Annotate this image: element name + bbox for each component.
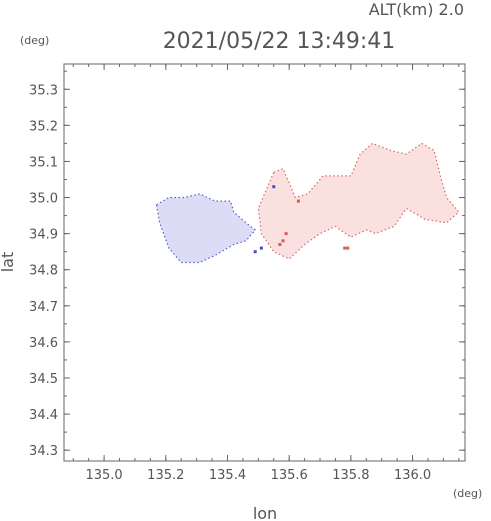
y-tick-label: 35.3 <box>29 83 58 98</box>
y-tick-label: 34.3 <box>29 444 58 459</box>
strong-cell-positive <box>284 232 288 236</box>
y-tick-label: 35.1 <box>29 155 58 170</box>
strong-cell-positive <box>278 243 282 246</box>
x-tick-label: 135.6 <box>271 468 308 483</box>
strong-echo-cells <box>253 185 350 254</box>
x-tick-label: 135.0 <box>85 468 122 483</box>
velocity-regions <box>155 142 460 264</box>
y-tick-label: 35.2 <box>29 119 58 134</box>
strong-cell-positive <box>343 246 347 250</box>
strong-cell-positive <box>281 239 285 243</box>
y-unit-label: (deg) <box>20 34 49 47</box>
y-axis-label: lat <box>0 252 17 273</box>
x-unit-label: (deg) <box>453 487 482 500</box>
y-tick-label: 35.0 <box>29 192 58 207</box>
plot-frame <box>63 63 466 462</box>
x-axis-label: lon <box>253 504 277 521</box>
region-negative <box>155 193 257 264</box>
strong-cell-positive <box>296 199 300 203</box>
y-tick-label: 34.4 <box>29 408 58 423</box>
y-tick-label: 34.9 <box>29 228 58 243</box>
strong-cell-negative <box>272 185 276 189</box>
y-tick-label: 34.8 <box>29 264 58 279</box>
x-tick-label: 136.0 <box>394 468 431 483</box>
x-tick-label: 135.8 <box>332 468 369 483</box>
strong-cell-positive <box>346 246 350 250</box>
strong-cell-negative <box>259 246 263 250</box>
altitude-label: ALT(km) 2.0 <box>369 0 464 19</box>
y-axis: 34.3 34.4 34.5 34.6 34.7 34.8 34.9 35.0 35.1 35.2… <box>29 70 465 459</box>
x-tick-label: 135.4 <box>209 468 246 483</box>
y-tick-label: 34.6 <box>29 336 58 351</box>
chart-title: 2021/05/22 13:49:41 <box>163 29 396 54</box>
strong-cell-negative <box>253 250 257 254</box>
x-tick-label: 135.2 <box>147 468 184 483</box>
x-axis: 135.0 135.2 135.4 135.6 135.8 136.0 <box>72 64 460 483</box>
y-tick-label: 34.7 <box>29 300 58 315</box>
y-tick-label: 34.5 <box>29 372 58 387</box>
region-positive <box>257 142 460 260</box>
